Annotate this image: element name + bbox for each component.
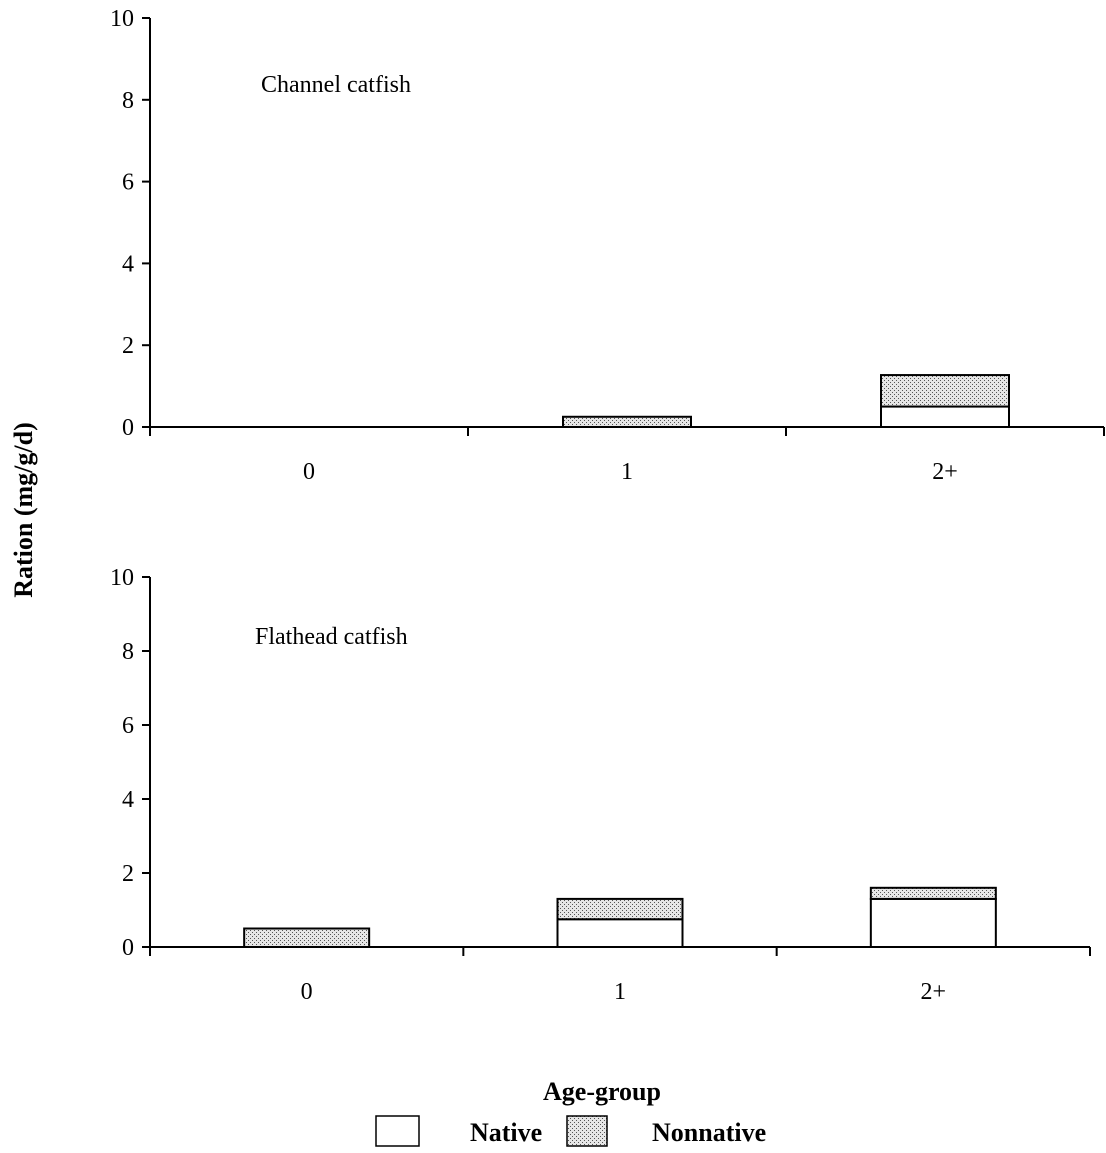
panel-annotation: Channel catfish — [261, 72, 411, 98]
legend-swatch-nonnative — [566, 1115, 608, 1147]
y-tick-label: 4 — [122, 787, 134, 813]
x-tick-label: 2+ — [921, 979, 947, 1005]
bar-native-1 — [556, 918, 684, 948]
y-tick-label: 8 — [122, 639, 134, 665]
y-tick-label: 8 — [122, 88, 134, 114]
panel-annotation: Flathead catfish — [255, 624, 408, 650]
y-tick-label: 4 — [122, 251, 134, 277]
y-tick-label: 2 — [122, 333, 134, 359]
bar-nonnative-2+ — [880, 374, 1010, 408]
x-tick-label: 1 — [614, 979, 626, 1005]
x-tick-label: 0 — [303, 459, 315, 485]
y-axis-label: Ration (mg/g/d) — [9, 422, 38, 598]
bar-native-2+ — [880, 405, 1010, 428]
x-tick-label: 2+ — [932, 459, 958, 485]
x-tick-label: 1 — [621, 459, 633, 485]
x-tick-label: 0 — [301, 979, 313, 1005]
legend: Native Nonnative — [375, 1115, 766, 1147]
y-tick-label: 2 — [122, 861, 134, 887]
y-tick-label: 6 — [122, 170, 134, 196]
bar-nonnative-1 — [556, 897, 684, 921]
y-tick-label: 10 — [110, 565, 134, 591]
legend-label-native: Native — [470, 1118, 542, 1147]
bar-native-2+ — [869, 897, 997, 949]
legend-swatch-native — [375, 1115, 420, 1147]
bar-nonnative-0 — [243, 927, 371, 948]
y-tick-label: 0 — [122, 415, 134, 441]
chart-panel-flathead-catfish: Flathead catfish 0 2 4 6 8 10 0 1 2+ — [110, 565, 1091, 1005]
y-tick-label: 0 — [122, 935, 134, 961]
chart-panel-channel-catfish: Channel catfish 0 2 4 6 8 10 0 1 2+ — [110, 6, 1105, 485]
y-tick-label: 10 — [110, 6, 134, 32]
y-tick-label: 6 — [122, 713, 134, 739]
legend-label-nonnative: Nonnative — [652, 1118, 766, 1147]
bar-nonnative-1 — [562, 415, 692, 428]
bar-nonnative-2+ — [869, 886, 997, 900]
x-axis-label: Age-group — [543, 1077, 661, 1106]
